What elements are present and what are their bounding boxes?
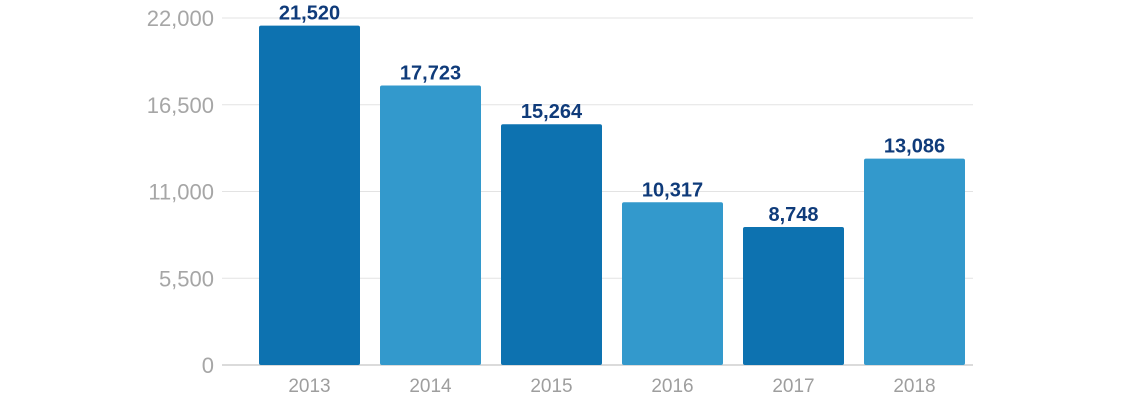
bar [259,25,360,365]
data-label: 21,520 [279,3,340,25]
y-axis-ticks: 0 5,500 11,000 16,500 22,000 [147,6,214,378]
y-tick-label: 16,500 [147,93,214,118]
bar [864,158,965,365]
x-tick-label: 2014 [409,376,452,397]
x-tick-label: 2013 [288,376,330,397]
bar [743,227,844,365]
y-tick-label: 0 [202,353,214,378]
x-tick-label: 2017 [772,376,814,397]
x-tick-label: 2018 [893,376,935,397]
bars [259,25,965,366]
y-tick-label: 5,500 [159,266,214,291]
bar [622,202,723,365]
data-label: 10,317 [642,179,703,201]
x-axis-ticks: 2013 2014 2015 2016 2017 2018 [288,376,935,397]
x-tick-label: 2016 [651,376,693,397]
data-label: 17,723 [400,62,461,84]
data-label: 13,086 [884,136,945,158]
bar [380,85,481,365]
y-tick-label: 22,000 [147,6,214,31]
bar [501,124,602,366]
y-tick-label: 11,000 [148,180,214,205]
data-label: 8,748 [768,204,818,226]
data-labels: 21,520 17,723 15,264 10,317 8,748 13,086 [279,3,945,226]
data-label: 15,264 [521,101,583,123]
x-tick-label: 2015 [530,376,572,397]
